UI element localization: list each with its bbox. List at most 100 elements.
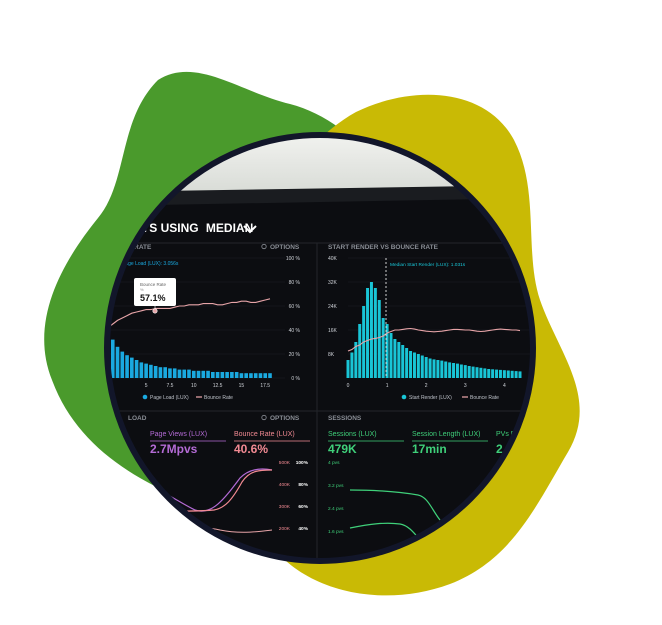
session-length-value: 17min <box>412 442 447 456</box>
axis-label-bounce: 40% <box>298 526 308 532</box>
bar-start-render <box>424 357 428 378</box>
axis-label-views: 200K <box>279 526 291 532</box>
gear-icon[interactable] <box>261 414 267 421</box>
legend-bounce-rate-right: Bounce Rate <box>470 395 499 401</box>
bar-page-load <box>225 372 229 378</box>
page-load-note: Page Load (LUX): 3.056s <box>122 261 179 267</box>
bottom-right-axis: 4 pvs 3.2 pvs 2.4 pvs 1.6 pvs <box>328 460 344 535</box>
lens-ring <box>104 132 536 564</box>
bar-start-render <box>397 342 401 378</box>
y-tick-label: 0 % <box>291 376 300 382</box>
bounce-rate-value: 40.6% <box>234 442 268 456</box>
bar-page-load <box>201 370 206 378</box>
bar-start-render <box>377 300 381 378</box>
bar-start-render <box>366 288 370 378</box>
bar-start-render <box>448 362 452 378</box>
bar-page-load <box>206 370 210 378</box>
y-tick-label: 80 % <box>289 280 301 286</box>
bar-page-load <box>196 370 201 378</box>
axis-label-pvs: 2.4 pvs <box>328 506 344 512</box>
bar-page-load <box>263 373 268 378</box>
bounce-rate-line-right <box>347 327 521 352</box>
axis-label-pvs: 4 pvs <box>328 460 340 466</box>
bar-start-render <box>463 365 467 378</box>
bar-page-load <box>130 357 134 378</box>
bar-start-render <box>358 324 362 378</box>
bar-start-render <box>479 367 483 378</box>
median-note: Median Start Render (LUX): 1.031s <box>390 262 466 268</box>
bar-start-render <box>416 354 420 378</box>
bar-start-render <box>455 363 459 378</box>
gear-icon[interactable] <box>261 243 267 250</box>
x-tick-label: 12.5 <box>213 383 223 389</box>
bar-start-render <box>483 368 487 378</box>
chevron-down-icon[interactable] <box>243 225 257 234</box>
bar-page-load <box>172 368 177 378</box>
y-tick-label: 20 % <box>289 352 301 358</box>
axis-label-pvs: 1.6 pvs <box>328 529 344 535</box>
axis-label-views: 300K <box>279 504 291 510</box>
x-tick-label: 17.5 <box>260 383 270 389</box>
bar-start-render <box>405 348 409 378</box>
bar-page-load <box>191 370 196 378</box>
legend-dot-page-load <box>142 394 148 400</box>
bar-start-render <box>381 318 385 378</box>
right-x-axis: 0 1 2 3 4 <box>347 383 506 389</box>
bar-page-load <box>187 369 191 378</box>
bounce-rate-line-left <box>107 298 271 329</box>
y-tick-label: 40 % <box>289 328 301 334</box>
bar-start-render <box>471 366 475 378</box>
y-tick-label: 8K <box>328 352 335 358</box>
axis-label-views: 400K <box>279 482 291 488</box>
bottom-right-title: SESSIONS <box>328 415 362 422</box>
bar-start-render <box>389 333 393 378</box>
x-tick-label: 2 <box>425 383 428 389</box>
bar-page-load <box>234 372 239 378</box>
y-tick-label: 100 % <box>286 256 301 262</box>
bar-page-load <box>153 366 158 378</box>
y-tick-label: 32K <box>328 280 338 286</box>
bar-page-load <box>149 364 153 378</box>
axis-label-views: 500K <box>279 460 291 466</box>
bar-page-load <box>115 346 120 378</box>
bar-start-render <box>373 288 377 378</box>
page-views-label: Page Views (LUX) <box>150 431 207 438</box>
bar-start-render <box>420 355 424 378</box>
axis-label-bounce: 60% <box>298 504 308 510</box>
bottom-left-title: LOAD <box>128 415 147 422</box>
sessions-line <box>349 489 441 521</box>
legend-start-render: Start Render (LUX) <box>409 395 452 401</box>
pvs-label: PVs P <box>496 431 516 438</box>
tooltip-title: Bounce Rate <box>140 282 167 287</box>
bar-start-render <box>475 367 479 378</box>
bar-page-load <box>230 372 234 378</box>
legend-page-load: Page Load (LUX) <box>150 395 189 401</box>
bar-start-render <box>393 339 397 378</box>
bar-start-render <box>487 369 491 378</box>
axis-label-bounce: 80% <box>298 482 308 488</box>
legend-bounce-rate: Bounce Rate <box>204 395 233 401</box>
x-tick-label: 4 <box>503 383 506 389</box>
bar-page-load <box>239 373 244 378</box>
bar-start-render <box>518 371 522 378</box>
x-tick-label: 7.5 <box>166 383 173 389</box>
session-length-label: Session Length (LUX) <box>412 431 480 438</box>
bar-page-load <box>120 351 125 378</box>
bar-page-load <box>158 367 163 378</box>
x-tick-label: 5 <box>145 383 148 389</box>
options-button[interactable]: OPTIONS <box>270 244 300 251</box>
bar-page-load <box>215 372 220 378</box>
options-button-bottom[interactable]: OPTIONS <box>270 415 300 422</box>
tooltip-sub: % <box>140 287 144 292</box>
bar-start-render <box>495 369 499 378</box>
bar-start-render <box>467 366 471 378</box>
x-tick-label: 3 <box>464 383 467 389</box>
bar-start-render <box>440 360 444 378</box>
bar-page-load <box>144 363 148 378</box>
bar-start-render <box>369 282 373 378</box>
bar-page-load <box>244 373 248 378</box>
tooltip: Bounce Rate % 57.1% <box>134 278 176 314</box>
page-views-value: 2.7Mpvs <box>150 442 198 456</box>
bar-page-load <box>249 373 253 378</box>
bar-page-load <box>139 362 144 378</box>
